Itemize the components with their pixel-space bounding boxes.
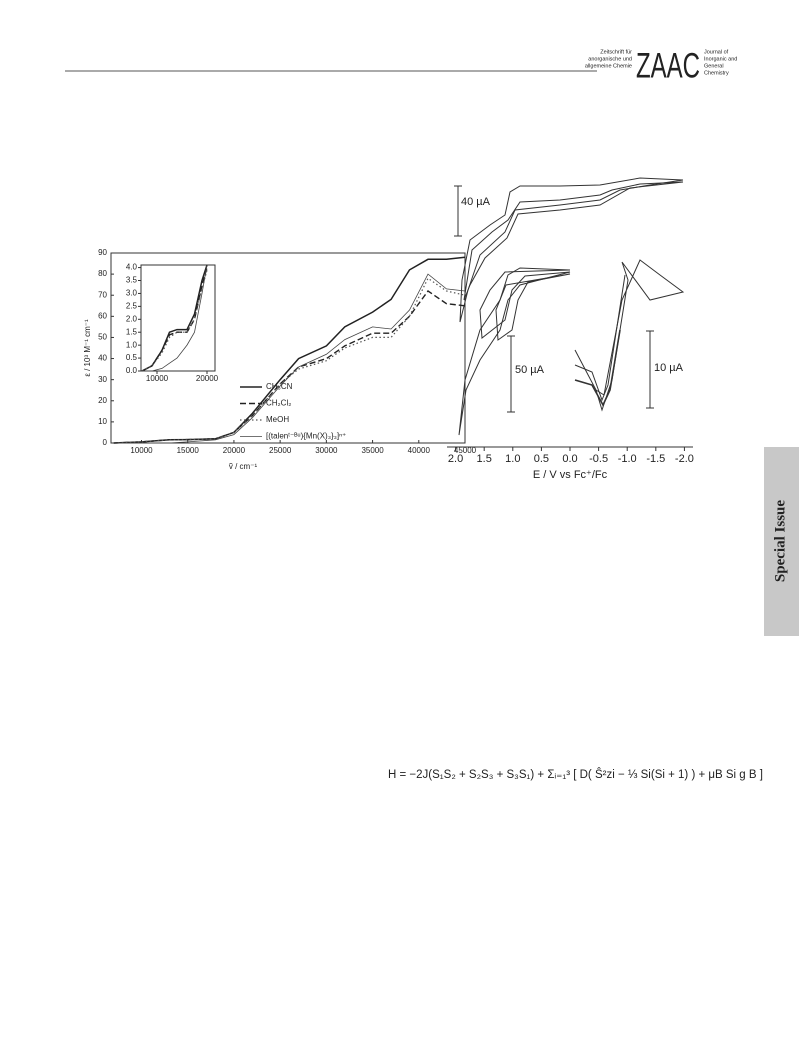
journal-subtitle: General [704,63,724,69]
scale-label: 10 µA [654,362,684,374]
y-tick-label: 4.0 [126,263,138,272]
scale-label: 50 µA [515,364,545,376]
y-tick-label: 90 [98,248,107,257]
y-tick-label: 40 [98,354,107,363]
y-tick-label: 3.5 [126,276,138,285]
y-tick-label: 20 [98,396,107,405]
x-tick-label: -1.0 [618,453,637,465]
series-line [142,264,208,372]
cv-trace [574,259,685,412]
y-tick-label: 70 [98,290,107,299]
y-tick-label: 10 [98,417,107,426]
x-tick-label: 1.0 [505,453,520,465]
journal-name: Zeitschrift für [600,49,632,55]
scale-bars [454,185,654,413]
cv-curves [458,177,685,436]
y-tick-label: 1.5 [126,327,138,336]
x-tick-label: 20000 [196,374,219,383]
legend-label: CH₂Cl₂ [266,399,291,408]
y-axis-label: ε / 10³ M⁻¹ cm⁻¹ [83,319,92,377]
journal-subtitle: Inorganic and [704,56,737,62]
x-tick-label: 0.5 [534,453,549,465]
journal-name: allgemeine Chemie [585,63,632,69]
y-tick-label: 50 [98,333,107,342]
series-line [113,290,466,444]
plot-frame [140,264,216,372]
journal-subtitle: Chemistry [704,70,729,76]
journal-name: anorganische und [588,56,632,62]
cv-trace [479,269,571,339]
series-line [141,267,208,372]
y-tick-label: 60 [98,311,107,320]
x-tick-label: -2.0 [675,453,694,465]
series-line [141,270,208,372]
y-tick-label: 2.0 [126,314,138,323]
side-tab-label: Special Issue [772,500,788,582]
x-tick-label: 30000 [315,446,338,455]
y-tick-label: 80 [98,269,107,278]
y-tick-label: 3.0 [126,289,138,298]
y-tick-label: 0.5 [126,353,138,362]
x-axis-label: E / V vs Fc⁺/Fc [533,469,608,481]
x-tick-label: 1.5 [477,453,492,465]
legend-label: CH₃CN [266,382,293,391]
journal-subtitle: Journal of [704,49,729,55]
series-line [113,273,466,444]
cv-trace [574,329,621,407]
side-tab [764,447,799,636]
x-tick-label: 0.0 [562,453,577,465]
x-tick-label: -0.5 [589,453,608,465]
cv-trace [495,273,571,341]
cv-trace [574,274,626,402]
y-tick-label: 30 [98,375,107,384]
x-tick-label: 10000 [146,374,169,383]
journal-logo: ZAAC [636,46,700,85]
x-tick-label: 40000 [408,446,431,455]
cv-trace [463,181,684,301]
plot-frame [110,252,466,444]
scale-label: 40 µA [461,196,491,208]
x-tick-label: 20000 [223,446,246,455]
cv-trace [459,177,684,323]
x-tick-label: 35000 [361,446,384,455]
x-tick-label: 10000 [130,446,153,455]
equation: H = −2J(S₁S₂ + S₂S₃ + S₃S₁) + Σᵢ₌₁³ [ D(… [388,769,763,781]
x-tick-label: 45000 [454,446,477,455]
y-tick-label: 1.0 [126,340,138,349]
x-axis-label: ṽ / cm⁻¹ [229,462,258,471]
y-tick-label: 2.5 [126,301,138,310]
y-tick-label: 0 [103,438,108,447]
series-line [113,277,466,444]
x-tick-label: -1.5 [646,453,665,465]
y-tick-label: 0.0 [126,366,138,375]
x-tick-label: 2.0 [448,453,463,465]
legend-label: MeOH [266,415,289,424]
x-tick-label: 15000 [177,446,200,455]
x-tick-label: 25000 [269,446,292,455]
cv-trace [458,267,571,436]
legend-label: [(talenᵗ⁻ᴮᵘ){Mn(X)₃}₃]ⁿ⁺ [266,432,346,441]
